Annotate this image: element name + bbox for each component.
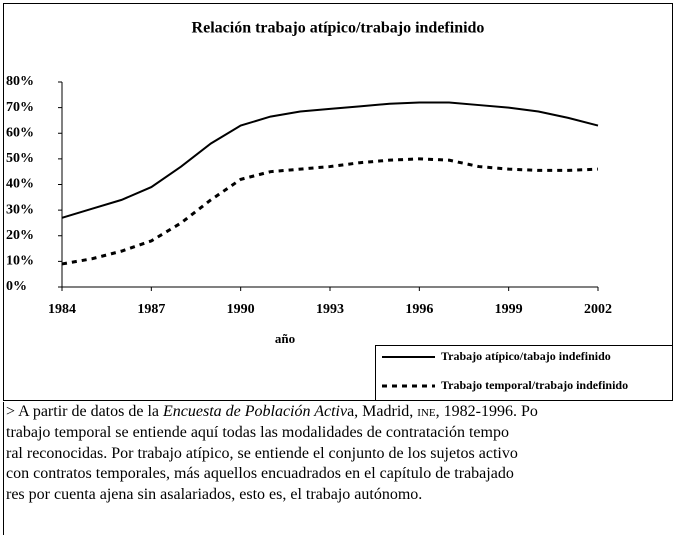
y-tick-label: 20% xyxy=(6,228,34,243)
x-tick-label: 1993 xyxy=(316,302,344,317)
x-tick-label: 1984 xyxy=(48,302,76,317)
caption-line: trabajo temporal se entiende aquí todas … xyxy=(6,423,509,441)
x-tick-label: 1990 xyxy=(227,302,255,317)
caption-text: INE xyxy=(417,403,436,420)
y-tick-label: 50% xyxy=(6,151,34,166)
caption-line: > A partir de datos de la Encuesta de Po… xyxy=(4,402,675,423)
y-tick-label: 80% xyxy=(6,74,34,89)
caption-line: ral reconocidas. Por trabajo atípico, se… xyxy=(6,444,518,462)
y-tick-label: 60% xyxy=(6,125,34,140)
caption-line: res por cuenta ajena sin asalariados, es… xyxy=(6,486,423,504)
x-tick-label: 1999 xyxy=(495,302,523,317)
x-tick-label: 2002 xyxy=(584,302,612,317)
line-series xyxy=(61,101,599,219)
y-tick-label: 10% xyxy=(6,254,34,269)
caption-text: a, Madrid, xyxy=(347,403,418,420)
caption-text: Encuesta de Población Activ xyxy=(162,403,348,420)
y-tick-label: 30% xyxy=(6,202,34,217)
legend-label: Trabajo atípico/tabajo indefinido xyxy=(441,349,611,363)
x-tick-label: 1987 xyxy=(137,302,165,317)
caption: > A partir de datos de la Encuesta de Po… xyxy=(3,402,675,535)
chart-frame xyxy=(3,3,673,401)
y-tick-label: 40% xyxy=(6,177,34,192)
line-series xyxy=(61,157,599,266)
x-axis-label: año xyxy=(275,331,295,346)
caption-line: con contratos temporales, más aquellos e… xyxy=(6,465,514,483)
chart: Relación trabajo atípico/trabajo indefin… xyxy=(3,3,673,401)
legend-box xyxy=(375,345,673,401)
chart-title: Relación trabajo atípico/trabajo indefin… xyxy=(192,20,485,37)
legend-label: Trabajo temporal/trabajo indefinido xyxy=(441,378,628,392)
y-tick-label: 70% xyxy=(6,100,34,115)
x-tick-label: 1996 xyxy=(405,302,433,317)
caption-text: , 1982-1996. Po xyxy=(435,403,538,420)
caption-text: > A partir de datos de la xyxy=(6,403,163,420)
y-tick-label: 0% xyxy=(6,279,27,294)
